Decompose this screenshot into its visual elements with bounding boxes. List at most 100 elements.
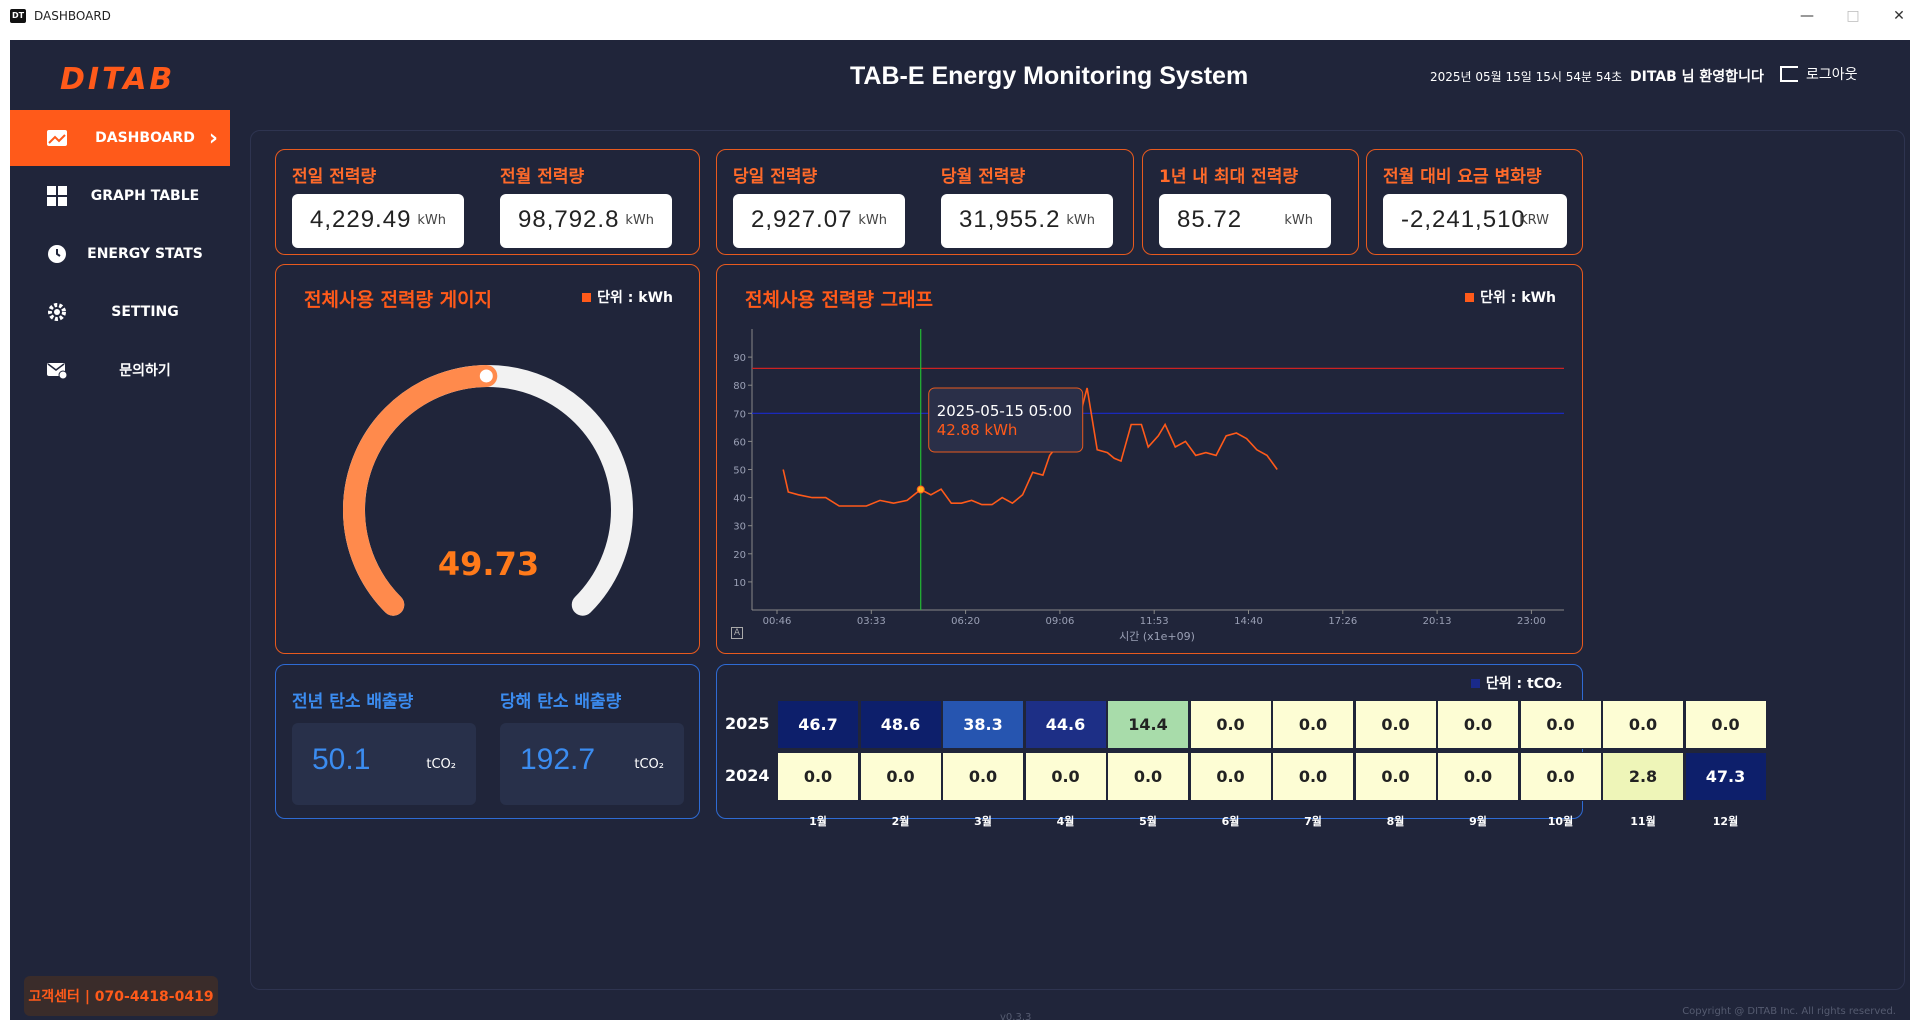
line-chart-card: 전체사용 전력량 그래프 단위 : kWh 10 20 30 40 50 60 70 80 90…	[716, 264, 1583, 654]
heatmap-cell: 38.3	[942, 700, 1024, 749]
sidebar-item-dashboard[interactable]: DASHBOARD ›	[10, 110, 230, 166]
x-axis-label: 시간 (x1e+09)	[1119, 630, 1195, 643]
carbon-unit: tCO₂	[634, 757, 664, 772]
heatmap-card: 단위 : tCO₂ 2025 46.7 48.6 38.3 44.6 14.4 0.0 0.0…	[716, 664, 1767, 828]
y-tick-label: 90	[733, 353, 746, 364]
hover-point[interactable]	[916, 485, 925, 494]
heatmap-cell: 48.6	[859, 700, 942, 749]
page-title: TAB-E Energy Monitoring System	[850, 62, 1249, 90]
legend-swatch	[1465, 292, 1475, 302]
welcome-text: DITAB 님 환영합니다	[1630, 69, 1764, 85]
metric-unit: kWh	[1284, 213, 1313, 228]
y-tick-label: 10	[733, 578, 746, 589]
sidebar-item-setting[interactable]: SETTING	[10, 284, 230, 340]
heatmap-cell: 0.0	[859, 752, 942, 801]
x-tick-label: 14:40	[1234, 616, 1263, 627]
metric-value: 31,955.2	[959, 206, 1061, 233]
sidebar-item-label: GRAPH TABLE	[90, 188, 200, 204]
gauge-fill	[343, 365, 498, 616]
heatmap-cell: 0.0	[1602, 700, 1684, 749]
metric-card-current: 당일 전력량 당월 전력량 2,927.07 kWh 31,955.2 kWh	[716, 149, 1134, 255]
sidebar-item-label: 문의하기	[119, 363, 171, 379]
autoscale-button[interactable]: A	[731, 627, 743, 639]
y-tick-label: 70	[733, 409, 746, 420]
metric-box-prev-day: 4,229.49 kWh	[292, 194, 464, 248]
carbon-unit: tCO₂	[426, 757, 456, 772]
metric-label-prev-month: 전월 전력량	[500, 167, 585, 187]
dashboard-icon	[46, 128, 68, 148]
chart-title: 전체사용 전력량 그래프	[745, 289, 934, 311]
carbon-label-this-year: 당해 탄소 배출량	[500, 692, 622, 712]
y-tick-label: 60	[733, 437, 746, 448]
metric-label-today: 당일 전력량	[733, 167, 818, 187]
gauge-knob	[476, 366, 496, 386]
carbon-box-prev-year: 50.1 tCO₂	[292, 723, 476, 805]
heatmap-month-label: 9월	[1469, 815, 1487, 828]
x-tick-label: 09:06	[1045, 616, 1074, 627]
logout-label: 로그아웃	[1806, 67, 1858, 83]
metric-unit: kWh	[417, 213, 446, 228]
metric-label-year-max: 1년 내 최대 전력량	[1159, 167, 1299, 187]
metric-unit: kWh	[625, 213, 654, 228]
metric-value: -2,241,510	[1401, 206, 1526, 233]
gauge-chart	[343, 365, 633, 616]
mail-icon	[46, 360, 68, 380]
heatmap-cell: 44.6	[1024, 700, 1107, 749]
heatmap-month-label: 4월	[1056, 815, 1075, 828]
app-icon: DT	[10, 8, 26, 23]
metric-card-previous: 전일 전력량 전월 전력량 4,229.49 kWh 98,792.8 kWh	[275, 149, 700, 255]
clock-icon	[46, 244, 68, 264]
sidebar-item-label: ENERGY STATS	[87, 246, 203, 262]
x-tick-label: 17:26	[1328, 616, 1357, 627]
carbon-label-prev-year: 전년 탄소 배출량	[292, 692, 414, 712]
heatmap-cell: 47.3	[1684, 752, 1767, 801]
chart-legend: 단위 : kWh	[1465, 287, 1556, 307]
metric-unit: kWh	[858, 213, 887, 228]
support-contact[interactable]: 고객센터 | 070-4418-0419	[24, 976, 218, 1016]
app-root: DITAB TAB-E Energy Monitoring System 202…	[10, 40, 1910, 1023]
heatmap-cell: 46.7	[777, 700, 859, 749]
heatmap-month-label: 6월	[1221, 815, 1240, 828]
main-content: 전일 전력량 전월 전력량 4,229.49 kWh 98,792.8 kWh …	[250, 130, 1905, 990]
metric-label-fee-change: 전월 대비 요금 변화량	[1383, 167, 1542, 187]
sidebar-item-label: DASHBOARD	[95, 130, 195, 146]
sidebar-item-inquiry[interactable]: 문의하기	[10, 342, 230, 398]
heatmap-cell: 0.0	[1107, 752, 1189, 801]
carbon-value: 50.1	[312, 743, 371, 776]
metric-box-prev-month: 98,792.8 kWh	[500, 194, 672, 248]
gauge-title: 전체사용 전력량 게이지	[304, 289, 493, 311]
metric-box-this-month: 31,955.2 kWh	[941, 194, 1113, 248]
close-button[interactable]: ✕	[1893, 7, 1905, 24]
metric-box-today: 2,927.07 kWh	[733, 194, 905, 248]
maximize-button[interactable]: □	[1846, 7, 1860, 24]
heatmap-month-label: 11월	[1630, 815, 1656, 828]
heatmap-month-label: 7월	[1304, 815, 1322, 828]
logo: DITAB	[60, 62, 176, 97]
legend-swatch	[582, 292, 592, 302]
carbon-card: 전년 탄소 배출량 당해 탄소 배출량 50.1 tCO₂ 192.7 tCO₂	[275, 664, 700, 819]
legend-label: 단위 : kWh	[597, 290, 673, 306]
grid-icon	[46, 186, 68, 206]
datetime: 2025년 05월 15일 15시 54분 54초	[1430, 70, 1623, 84]
metric-card-fee-change: 전월 대비 요금 변화량 -2,241,510 KRW	[1366, 149, 1583, 255]
sidebar-item-energy-stats[interactable]: ENERGY STATS	[10, 226, 230, 282]
sidebar-item-graph-table[interactable]: GRAPH TABLE	[10, 168, 230, 224]
version-label: v0.3.3	[1000, 1012, 1032, 1023]
metric-value: 4,229.49	[310, 206, 412, 233]
metric-box-fee-change: -2,241,510 KRW	[1383, 194, 1567, 248]
sidebar: DASHBOARD › GRAPH TABLE ENERGY STATS SET…	[10, 110, 230, 1020]
carbon-value: 192.7	[520, 743, 596, 776]
y-tick-label: 50	[733, 466, 746, 477]
header: DITAB TAB-E Energy Monitoring System 202…	[10, 40, 1910, 110]
heatmap-row-label: 2024	[725, 766, 770, 785]
x-tick-label: 11:53	[1140, 616, 1169, 627]
heatmap-cell: 0.0	[1519, 752, 1602, 801]
minimize-button[interactable]: —	[1800, 7, 1814, 24]
window-title: DASHBOARD	[34, 8, 111, 23]
legend-label: 단위 : kWh	[1480, 290, 1556, 306]
y-tick-label: 80	[733, 381, 746, 392]
logout-button[interactable]: 로그아웃	[1780, 64, 1858, 84]
gear-icon	[46, 302, 68, 322]
heatmap-cell: 0.0	[1189, 700, 1272, 749]
heatmap-cell: 0.0	[1189, 752, 1272, 801]
